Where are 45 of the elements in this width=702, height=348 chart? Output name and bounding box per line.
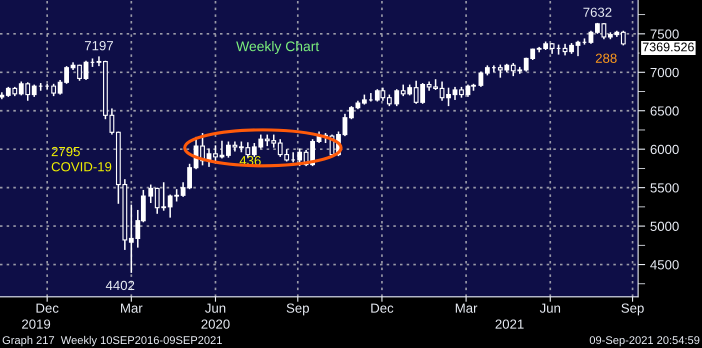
y-tick-label: 6500 xyxy=(650,106,679,116)
candlestick xyxy=(530,48,536,60)
candlestick xyxy=(258,134,264,148)
x-tick-label: Jun xyxy=(540,304,560,313)
candlestick xyxy=(284,149,290,162)
candlestick xyxy=(25,82,30,101)
candlestick xyxy=(394,89,400,106)
y-tick-label: 6000 xyxy=(650,144,679,154)
x-tick-label: Dec xyxy=(36,304,59,313)
x-tick-label: Mar xyxy=(121,304,142,313)
x2-tick-label: 2021 xyxy=(496,319,524,329)
candlestick xyxy=(148,184,154,204)
candlestick xyxy=(271,134,276,148)
candlestick xyxy=(510,63,516,76)
annotation: 2795 COVID-19 xyxy=(52,146,112,172)
candlestick xyxy=(154,188,160,214)
text: Weekly Chart xyxy=(236,41,320,54)
x2-tick-label: 2020 xyxy=(201,319,230,329)
y-tick-label: 4500 xyxy=(650,260,679,270)
y-tick-label: 5500 xyxy=(650,183,679,193)
x-tick-label: Jun xyxy=(205,304,226,313)
y-tick-label: 7000 xyxy=(650,68,679,78)
y-tick-label: 5000 xyxy=(650,222,679,232)
x-tick-label: Sep xyxy=(621,303,644,316)
candlestick xyxy=(517,66,522,74)
x-tick-label: Sep xyxy=(286,303,309,316)
candlestick xyxy=(407,84,412,96)
candlestick xyxy=(524,58,529,72)
annotation: 4402 xyxy=(106,280,134,290)
candlestick xyxy=(32,84,37,97)
annotation: 288 xyxy=(596,54,617,63)
x-tick-label: Mar xyxy=(456,304,478,313)
caption: Graph 217 Weekly 10SEP2016-09SEP2021 xyxy=(2,336,222,346)
text: 09-Sep-2021 20:54:59 xyxy=(590,336,700,346)
x-tick-label: Dec xyxy=(371,304,394,313)
y-tick-label: 7500 xyxy=(650,29,679,39)
annotation: 7632 xyxy=(583,8,612,17)
annotation: 7197 xyxy=(84,41,113,50)
x2-tick-label: 2019 xyxy=(22,319,50,329)
annotation: 7369.526 xyxy=(642,42,694,52)
candlestick xyxy=(264,134,270,146)
candlestick xyxy=(400,84,406,96)
candlestick xyxy=(18,82,24,96)
candlestick xyxy=(498,64,503,78)
candlestick xyxy=(278,139,283,157)
